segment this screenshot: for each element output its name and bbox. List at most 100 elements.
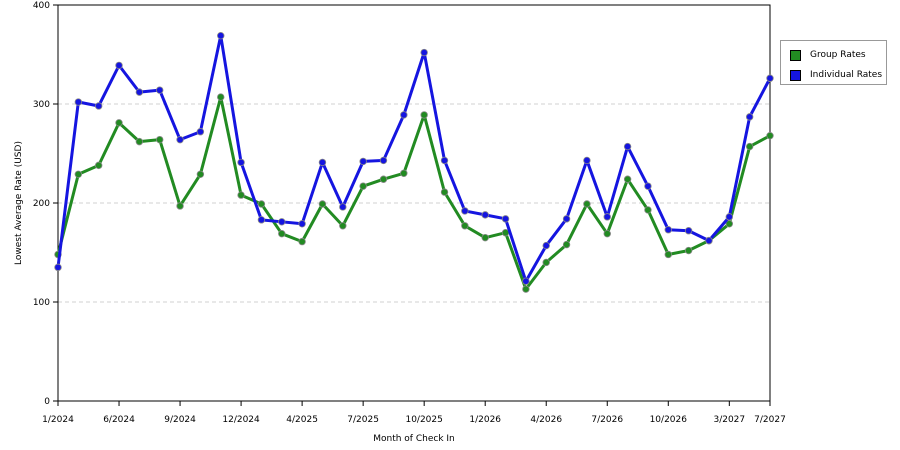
data-point-group-rates bbox=[94, 161, 103, 170]
data-point-individual-rates bbox=[379, 156, 388, 165]
data-point-group-rates bbox=[664, 250, 672, 259]
x-tick-label: 4/2025 bbox=[286, 415, 318, 425]
data-point-individual-rates bbox=[522, 277, 530, 285]
data-point-individual-rates bbox=[623, 142, 632, 151]
data-point-group-rates bbox=[237, 191, 245, 199]
data-point-group-rates bbox=[420, 111, 428, 119]
y-tick-label: 0 bbox=[44, 397, 50, 407]
y-tick-label: 100 bbox=[33, 298, 50, 308]
data-point-individual-rates bbox=[359, 157, 367, 166]
x-tick-label: 12/2024 bbox=[222, 415, 260, 425]
x-tick-label: 7/2027 bbox=[754, 415, 786, 425]
data-point-individual-rates bbox=[257, 216, 266, 224]
data-point-group-rates bbox=[440, 188, 449, 196]
x-tick-label: 1/2024 bbox=[42, 415, 74, 425]
data-point-individual-rates bbox=[217, 31, 225, 40]
data-point-group-rates bbox=[644, 206, 652, 214]
data-point-individual-rates bbox=[237, 158, 245, 167]
data-point-group-rates bbox=[318, 200, 327, 208]
data-point-individual-rates bbox=[705, 236, 713, 245]
y-tick-label: 400 bbox=[33, 1, 50, 11]
data-point-group-rates bbox=[217, 93, 225, 101]
data-point-individual-rates bbox=[74, 98, 83, 106]
x-axis-title: Month of Check In bbox=[373, 434, 455, 444]
x-tick-label: 7/2026 bbox=[591, 415, 623, 425]
data-point-group-rates bbox=[196, 170, 205, 178]
data-point-individual-rates bbox=[725, 213, 734, 221]
data-point-group-rates bbox=[583, 200, 591, 208]
x-tick-label: 4/2026 bbox=[530, 415, 562, 425]
data-point-individual-rates bbox=[664, 226, 672, 234]
y-tick-label: 300 bbox=[33, 100, 50, 110]
data-point-group-rates bbox=[176, 202, 184, 210]
data-point-group-rates bbox=[603, 229, 611, 238]
data-point-individual-rates bbox=[766, 74, 774, 82]
y-axis-ticks: 0 100 200 300 400 bbox=[33, 1, 58, 407]
legend-swatch-group-rates bbox=[790, 49, 801, 61]
data-point-group-rates bbox=[684, 246, 693, 255]
data-point-individual-rates bbox=[196, 128, 205, 136]
data-point-group-rates bbox=[481, 233, 489, 242]
data-point-group-rates bbox=[766, 131, 774, 140]
data-point-individual-rates bbox=[644, 182, 652, 190]
data-point-individual-rates bbox=[94, 102, 103, 110]
legend: Group Rates Individual Rates bbox=[780, 40, 887, 85]
series-group bbox=[54, 31, 774, 293]
data-point-group-rates bbox=[156, 135, 164, 144]
legend-item-individual-rates: Individual Rates bbox=[790, 68, 882, 82]
data-point-group-rates bbox=[257, 200, 266, 208]
data-point-group-rates bbox=[115, 119, 123, 127]
data-point-group-rates bbox=[298, 237, 306, 246]
data-point-individual-rates bbox=[420, 48, 428, 57]
data-point-individual-rates bbox=[318, 158, 327, 167]
data-point-individual-rates bbox=[400, 111, 408, 119]
data-point-group-rates bbox=[74, 170, 83, 178]
data-point-group-rates bbox=[278, 229, 286, 238]
data-point-individual-rates bbox=[298, 220, 306, 228]
data-point-group-rates bbox=[379, 175, 388, 183]
data-point-individual-rates bbox=[54, 263, 62, 272]
data-point-individual-rates bbox=[278, 218, 286, 226]
data-point-individual-rates bbox=[542, 241, 550, 250]
x-tick-label: 10/2026 bbox=[650, 415, 688, 425]
x-tick-label: 6/2024 bbox=[103, 415, 135, 425]
y-tick-label: 200 bbox=[33, 199, 50, 209]
data-point-group-rates bbox=[745, 142, 754, 151]
data-point-group-rates bbox=[359, 182, 367, 190]
data-point-group-rates bbox=[461, 222, 469, 230]
data-point-individual-rates bbox=[115, 61, 123, 70]
data-point-individual-rates bbox=[461, 207, 469, 215]
data-point-individual-rates bbox=[501, 215, 510, 223]
data-point-group-rates bbox=[623, 175, 632, 183]
data-point-group-rates bbox=[339, 222, 347, 230]
data-point-individual-rates bbox=[583, 156, 591, 165]
data-point-individual-rates bbox=[135, 88, 144, 96]
data-point-group-rates bbox=[542, 258, 550, 267]
data-point-individual-rates bbox=[481, 211, 489, 219]
data-point-individual-rates bbox=[745, 113, 754, 121]
data-point-group-rates bbox=[562, 240, 571, 249]
y-axis-title: Lowest Average Rate (USD) bbox=[14, 141, 24, 265]
x-tick-label: 9/2024 bbox=[164, 415, 196, 425]
x-tick-label: 7/2025 bbox=[347, 415, 379, 425]
data-point-individual-rates bbox=[603, 213, 611, 221]
series-line-group-rates bbox=[56, 95, 771, 291]
legend-label-group-rates: Group Rates bbox=[810, 50, 866, 60]
data-point-individual-rates bbox=[339, 203, 347, 211]
x-tick-label: 10/2025 bbox=[405, 415, 442, 425]
x-tick-label: 3/2027 bbox=[713, 415, 745, 425]
x-tick-label: 1/2026 bbox=[469, 415, 501, 425]
data-point-individual-rates bbox=[562, 215, 571, 223]
data-point-individual-rates bbox=[684, 227, 693, 235]
legend-swatch-individual-rates bbox=[790, 69, 801, 81]
data-point-group-rates bbox=[135, 137, 144, 146]
grid-lines bbox=[58, 103, 770, 303]
data-point-group-rates bbox=[522, 285, 530, 293]
data-point-individual-rates bbox=[440, 156, 449, 165]
series-line-individual-rates bbox=[56, 34, 772, 283]
legend-label-individual-rates: Individual Rates bbox=[810, 70, 883, 80]
data-point-individual-rates bbox=[156, 86, 164, 94]
data-point-individual-rates bbox=[176, 135, 184, 144]
data-point-group-rates bbox=[400, 169, 408, 177]
